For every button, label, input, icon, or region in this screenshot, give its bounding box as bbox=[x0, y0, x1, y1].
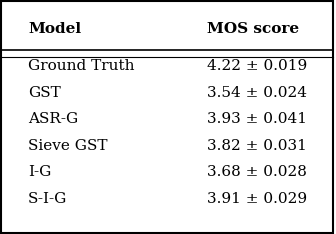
Text: 3.82 ± 0.031: 3.82 ± 0.031 bbox=[207, 139, 307, 153]
Text: 3.68 ± 0.028: 3.68 ± 0.028 bbox=[207, 165, 307, 179]
Text: 3.91 ± 0.029: 3.91 ± 0.029 bbox=[207, 192, 307, 206]
Text: 3.93 ± 0.041: 3.93 ± 0.041 bbox=[207, 112, 307, 126]
Text: Ground Truth: Ground Truth bbox=[28, 59, 134, 73]
Text: S-I-G: S-I-G bbox=[28, 192, 67, 206]
Text: 4.22 ± 0.019: 4.22 ± 0.019 bbox=[207, 59, 307, 73]
Text: I-G: I-G bbox=[28, 165, 51, 179]
Text: MOS score: MOS score bbox=[207, 22, 299, 36]
Text: Model: Model bbox=[28, 22, 81, 36]
Text: GST: GST bbox=[28, 86, 61, 100]
Text: Sieve GST: Sieve GST bbox=[28, 139, 108, 153]
Text: 3.54 ± 0.024: 3.54 ± 0.024 bbox=[207, 86, 307, 100]
Text: ASR-G: ASR-G bbox=[28, 112, 78, 126]
